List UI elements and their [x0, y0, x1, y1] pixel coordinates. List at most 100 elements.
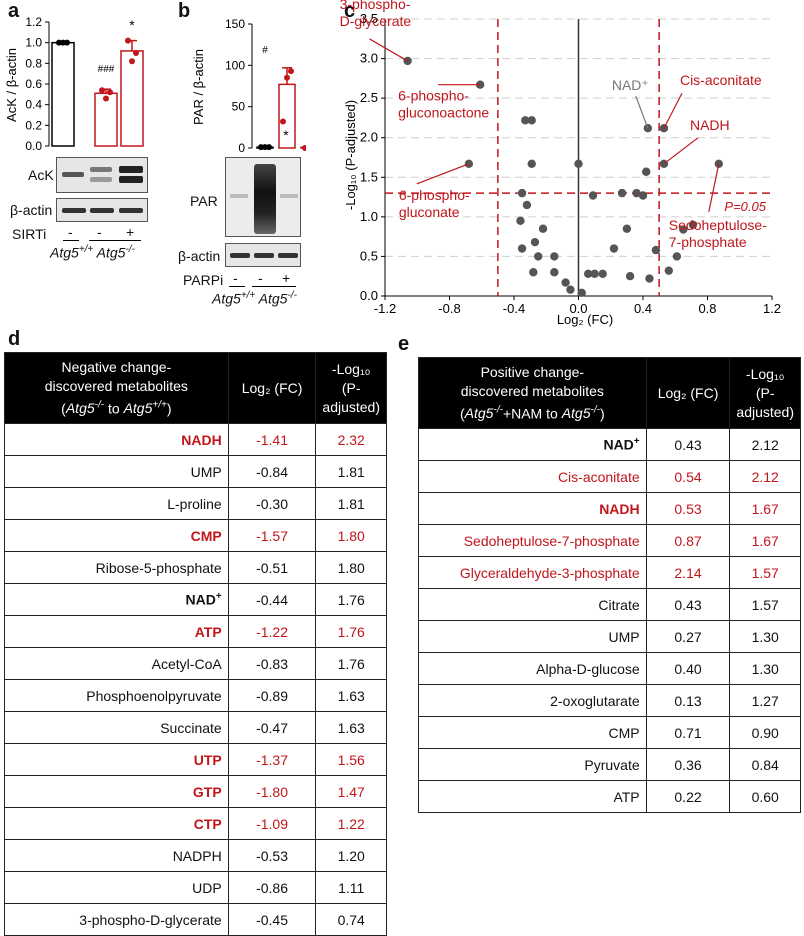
panel-a-blot-ack: [56, 157, 148, 193]
panel-a-ytick-label: 1.0: [25, 36, 42, 50]
panel-c-point: [638, 191, 648, 200]
table-e-header-fc: Log₂ (FC): [645, 357, 731, 429]
table-d-header-p: -Log₁₀ (P-adjusted): [315, 352, 387, 424]
table-d-header-fc: Log₂ (FC): [227, 352, 317, 424]
table-d-metabolite-name: CTP: [4, 807, 229, 840]
table-d-log10p: 1.76: [315, 583, 387, 616]
table-d-log2fc: -0.86: [227, 871, 317, 904]
panel-c-point: [516, 216, 525, 226]
table-d-log2fc: -1.22: [227, 615, 317, 648]
panel-c-annotation-label: 6-phospho-gluconate: [399, 187, 470, 220]
panel-c-annotation-leader: [708, 163, 720, 212]
panel-c-point: [672, 252, 682, 261]
panel-c-annotation-leader: [416, 163, 470, 185]
panel-a-ytick-label: 1.2: [25, 15, 42, 29]
table-d-row: GTP -1.80 1.47: [4, 775, 387, 808]
table-e-log10p: 1.67: [729, 492, 801, 525]
table-d-row: ATP -1.22 1.76: [4, 615, 387, 648]
panel-a-sig-2: *: [129, 17, 135, 33]
table-e-log10p: 1.57: [729, 556, 801, 589]
table-d-log2fc: -0.53: [227, 839, 317, 872]
panel-b-ytick-label: 0: [238, 141, 245, 155]
table-d-row: UMP -0.84 1.81: [4, 455, 387, 488]
table-e-row: NADH 0.53 1.67: [418, 492, 801, 525]
table-e-metabolite-name: ATP: [418, 780, 647, 813]
panel-c-xtick-label: 0.0: [569, 301, 587, 316]
panel-c-point: [403, 56, 412, 66]
panel-a-ylabel: AcK / β-actin: [4, 48, 19, 122]
table-e-log2fc: 0.43: [645, 428, 731, 461]
table-d-log2fc: -0.44: [227, 583, 317, 616]
panel-c-point: [475, 80, 485, 89]
panel-c-annotation-leader: [635, 96, 649, 129]
table-e-log10p: 0.90: [729, 716, 801, 749]
panel-a-treat-label: SIRTi: [12, 226, 47, 242]
panel-a-ytick-label: 0.8: [25, 56, 42, 70]
table-e-row: Alpha-D-glucose 0.40 1.30: [418, 652, 801, 685]
panel-c-point: [642, 167, 651, 176]
table-positive-change: Positive change- discovered metabolites …: [418, 357, 801, 813]
panel-a-point: [107, 89, 113, 96]
table-e-log2fc: 0.53: [645, 492, 731, 525]
panel-c-annotation-leader: [663, 92, 683, 129]
table-e-log2fc: 0.43: [645, 588, 731, 621]
panel-c-point: [561, 278, 570, 287]
panel-a-point: [129, 58, 135, 65]
panel-c-point: [609, 244, 619, 253]
panel-c-point: [550, 268, 559, 277]
panel-letter-e: e: [398, 333, 410, 355]
panel-a-ytick-label: 0.0: [25, 139, 42, 153]
table-e-row: ATP 0.22 0.60: [418, 780, 801, 813]
table-e-log2fc: 0.87: [645, 524, 731, 557]
panel-b-sig-2: *: [283, 127, 289, 143]
table-e-metabolite-name: NAD+: [418, 428, 647, 461]
panel-a-bar: [51, 41, 75, 147]
table-d-log10p: 1.80: [315, 519, 387, 552]
panel-a-blot-label-ack: AcK: [28, 167, 54, 183]
panel-c-annotation-label: Cis-aconitate: [680, 72, 762, 88]
table-d-metabolite-name: UMP: [4, 455, 229, 488]
panel-b-genotypes: Atg5+/+ Atg5-/-: [212, 290, 297, 307]
panel-c-xlabel: Log₂ (FC): [557, 312, 613, 327]
panel-b-sig-1: #: [262, 45, 268, 56]
table-d-log2fc: -0.84: [227, 455, 317, 488]
panel-a-point: [103, 95, 109, 102]
table-e-metabolite-name: CMP: [418, 716, 647, 749]
table-e-row: Citrate 0.43 1.57: [418, 588, 801, 621]
table-d-log10p: 1.81: [315, 487, 387, 520]
table-e-log2fc: 0.54: [645, 460, 731, 493]
panel-b-point: [266, 144, 272, 151]
table-d-log2fc: -0.89: [227, 679, 317, 712]
table-d-metabolite-name: UDP: [4, 871, 229, 904]
panel-a-sign-2: -: [97, 224, 102, 240]
table-e-metabolite-name: Alpha-D-glucose: [418, 652, 647, 685]
table-e-metabolite-name: Glyceraldehyde-3-phosphate: [418, 556, 647, 589]
table-d-row: NADH -1.41 2.32: [4, 423, 387, 456]
panel-b-ytick-label: 150: [225, 17, 245, 31]
table-e-row: 2-oxoglutarate 0.13 1.27: [418, 684, 801, 717]
panel-c-point: [517, 244, 527, 253]
table-e-row: UMP 0.27 1.30: [418, 620, 801, 653]
table-e-log2fc: 2.14: [645, 556, 731, 589]
panel-letter-a: a: [8, 0, 20, 22]
table-d-log10p: 1.80: [315, 551, 387, 584]
table-e-metabolite-name: Citrate: [418, 588, 647, 621]
panel-c-xtick-label: -1.2: [374, 301, 396, 316]
table-e-log2fc: 0.40: [645, 652, 731, 685]
panel-c-ytick-label: 1.5: [360, 169, 378, 184]
panel-b-ytick-label: 50: [232, 100, 246, 114]
panel-b-blot-actin: [225, 243, 301, 267]
panel-b-ylabel: PAR / β-actin: [191, 49, 206, 125]
table-d-log10p: 1.56: [315, 743, 387, 776]
panel-b-blot-par: [225, 157, 301, 237]
panel-c-point: [566, 285, 575, 294]
table-e-row: NAD+ 0.43 2.12: [418, 428, 801, 461]
panel-c-point: [530, 237, 540, 247]
table-e-metabolite-name: 2-oxoglutarate: [418, 684, 647, 717]
panel-c-point: [622, 224, 632, 233]
table-d-metabolite-name: CMP: [4, 519, 229, 552]
panel-a-bar: [120, 50, 144, 147]
panel-c-point: [664, 266, 673, 275]
panel-letter-d: d: [8, 328, 21, 350]
panel-b-treat-label: PARPi: [183, 272, 224, 288]
